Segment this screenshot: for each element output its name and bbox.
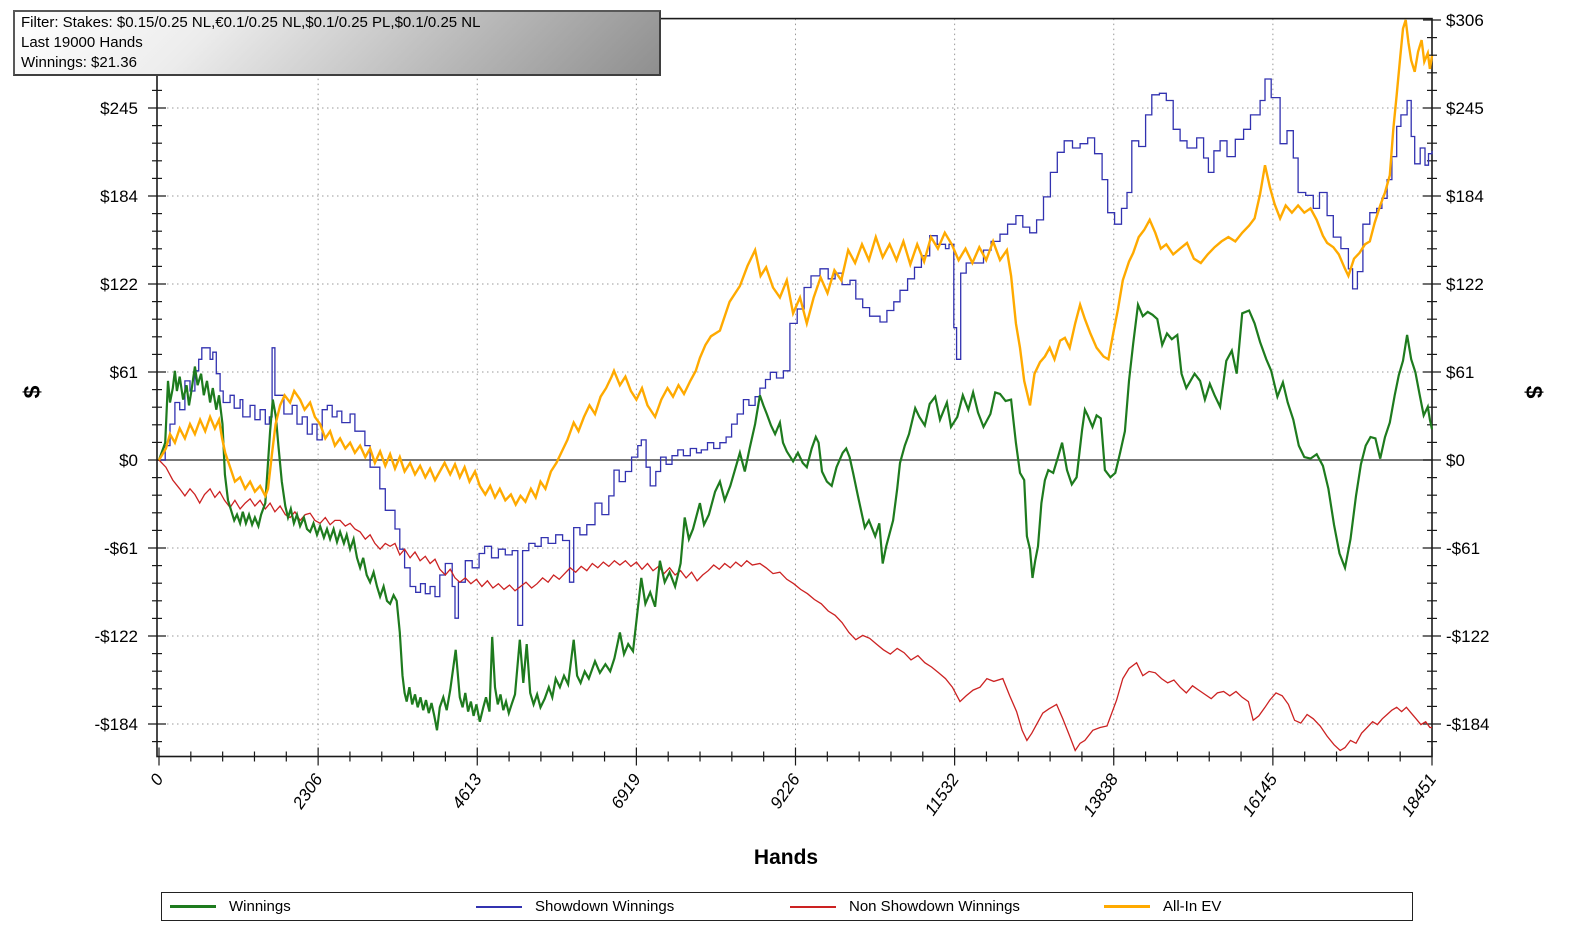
y-tick-label-right: -$122 bbox=[1446, 627, 1489, 646]
legend: Winnings Showdown Winnings Non Showdown Wi… bbox=[161, 892, 1413, 921]
series-all-in-ev bbox=[157, 19, 1434, 508]
legend-item-showdown-winnings: Showdown Winnings bbox=[476, 893, 674, 920]
y-tick-label-left: -$122 bbox=[95, 627, 138, 646]
filter-winnings-line: Winnings: $21.36 bbox=[21, 54, 137, 71]
y-tick-label-left: $184 bbox=[100, 187, 138, 206]
x-tick-label: 4613 bbox=[448, 770, 486, 812]
grid-lines bbox=[157, 18, 1432, 757]
x-tick-label: 9226 bbox=[767, 770, 805, 812]
legend-item-all-in-ev: All-In EV bbox=[1104, 893, 1221, 920]
x-tick-label: 2306 bbox=[289, 770, 327, 813]
y-tick-label-left: -$184 bbox=[95, 715, 138, 734]
x-axis-title: Hands bbox=[754, 846, 818, 869]
legend-item-winnings: Winnings bbox=[170, 893, 291, 920]
y-tick-label-right: $184 bbox=[1446, 187, 1484, 206]
legend-swatch bbox=[1104, 905, 1150, 908]
x-tick-label: 6919 bbox=[607, 770, 645, 812]
axis-ticks bbox=[148, 19, 1441, 766]
y-axis-title-left: $ bbox=[19, 385, 45, 398]
y-tick-label-left: $0 bbox=[119, 451, 138, 470]
y-tick-label-left: -$61 bbox=[104, 539, 138, 558]
legend-label: All-In EV bbox=[1163, 898, 1222, 915]
y-tick-label-right: $306 bbox=[1446, 11, 1484, 30]
x-tick-label: 0 bbox=[146, 770, 167, 789]
series-lines bbox=[157, 19, 1434, 752]
series-showdown-winnings bbox=[159, 78, 1433, 627]
y-tick-label-left: $122 bbox=[100, 275, 138, 294]
plot-frame bbox=[156, 17, 1433, 758]
legend-label: Winnings bbox=[229, 898, 291, 915]
y-tick-label-right: $0 bbox=[1446, 451, 1465, 470]
series-non-showdown-winnings bbox=[158, 459, 1432, 752]
y-tick-label-right: -$61 bbox=[1446, 539, 1480, 558]
filter-hands-line: Last 19000 Hands bbox=[21, 34, 143, 51]
x-tick-label: 11532 bbox=[921, 770, 963, 819]
y-tick-label-left: $245 bbox=[100, 99, 138, 118]
y-tick-label-right: $245 bbox=[1446, 99, 1484, 118]
series-winnings bbox=[157, 300, 1434, 731]
plot-border bbox=[156, 17, 1433, 758]
y-tick-label-right: $61 bbox=[1446, 363, 1474, 382]
legend-swatch bbox=[170, 905, 216, 908]
y-tick-label-left: $61 bbox=[110, 363, 138, 382]
x-tick-label: 18451 bbox=[1398, 770, 1441, 820]
y-tick-label-right: $122 bbox=[1446, 275, 1484, 294]
legend-swatch bbox=[476, 905, 522, 908]
x-tick-label: 16145 bbox=[1238, 770, 1281, 820]
filter-info-overlay: Filter: Stakes: $0.15/0.25 NL,€0.1/0.25 … bbox=[13, 10, 661, 76]
legend-label: Non Showdown Winnings bbox=[849, 898, 1020, 915]
y-tick-label-right: -$184 bbox=[1446, 715, 1489, 734]
y-axis-title-right: $ bbox=[1521, 386, 1547, 399]
legend-swatch bbox=[790, 905, 836, 908]
x-tick-label: 13838 bbox=[1079, 770, 1122, 820]
legend-item-non-showdown-winnings: Non Showdown Winnings bbox=[790, 893, 1020, 920]
legend-label: Showdown Winnings bbox=[535, 898, 675, 915]
filter-stakes-line: Filter: Stakes: $0.15/0.25 NL,€0.1/0.25 … bbox=[21, 14, 481, 31]
